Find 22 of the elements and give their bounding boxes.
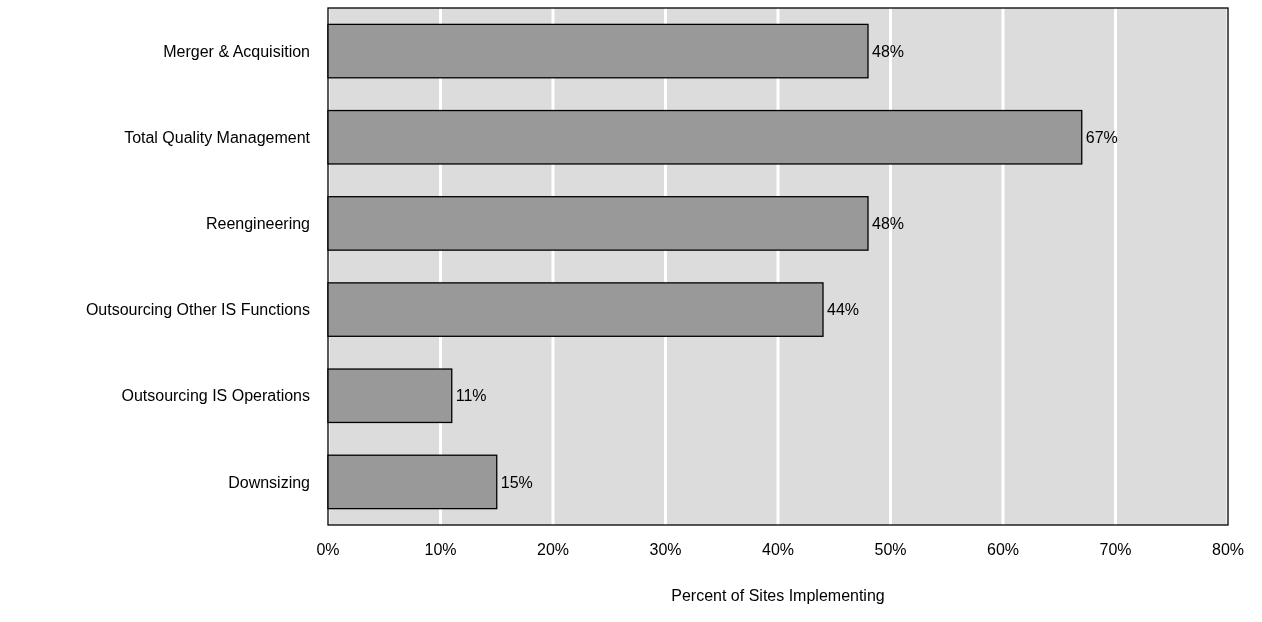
x-tick-label: 20% bbox=[536, 541, 570, 558]
data-label: 67% bbox=[1085, 128, 1118, 146]
x-tick-label: 50% bbox=[874, 541, 907, 558]
x-tick-label: 70% bbox=[1099, 541, 1132, 558]
x-axis-title: Percent of Sites Implementing bbox=[671, 587, 885, 604]
data-label: 15% bbox=[500, 473, 533, 491]
x-tick-label: 40% bbox=[761, 541, 795, 558]
x-tick-label: 10% bbox=[424, 541, 457, 558]
data-label: 11% bbox=[455, 387, 487, 405]
x-tick-label: 30% bbox=[649, 541, 682, 558]
data-label: 48% bbox=[872, 42, 905, 60]
data-label: 48% bbox=[872, 215, 905, 233]
y-tick-label: Downsizing bbox=[228, 473, 310, 491]
x-tick-label: 0% bbox=[316, 541, 340, 558]
data-label: 44% bbox=[827, 301, 860, 319]
y-tick-label: Outsourcing IS Operations bbox=[121, 387, 310, 405]
y-tick-label: Total Quality Management bbox=[124, 128, 311, 146]
y-tick-label: Reengineering bbox=[205, 215, 310, 233]
y-tick-label: Merger & Acquisition bbox=[163, 42, 310, 60]
y-tick-label: Outsourcing Other IS Functions bbox=[85, 301, 310, 319]
x-tick-label: 60% bbox=[986, 541, 1020, 558]
x-tick-label: 80% bbox=[1211, 541, 1245, 558]
